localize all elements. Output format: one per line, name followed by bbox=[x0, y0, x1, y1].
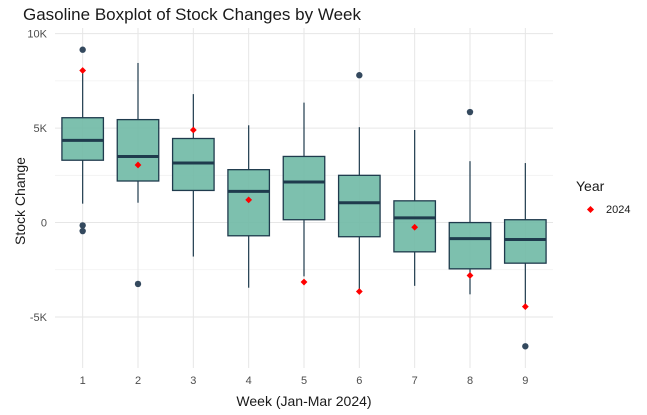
outlier-point bbox=[466, 108, 474, 116]
legend-label: 2024 bbox=[606, 204, 631, 216]
point-2024 bbox=[521, 303, 529, 311]
box-iqr bbox=[282, 155, 326, 221]
point-2024 bbox=[134, 161, 142, 169]
y-tick-label: 0 bbox=[41, 218, 47, 230]
x-axis-label: Week (Jan-Mar 2024) bbox=[236, 393, 372, 409]
box-iqr bbox=[337, 174, 381, 238]
point-2024 bbox=[411, 223, 419, 231]
point-2024 bbox=[189, 126, 197, 134]
y-tick-label: -5K bbox=[30, 312, 48, 324]
legend-title: Year bbox=[576, 178, 605, 194]
x-tick-label: 5 bbox=[301, 375, 307, 387]
legend-diamond-icon bbox=[586, 205, 596, 215]
chart-title: Gasoline Boxplot of Stock Changes by Wee… bbox=[23, 5, 361, 24]
outlier-point bbox=[134, 280, 142, 288]
outlier-point bbox=[79, 222, 86, 229]
box-iqr bbox=[116, 118, 160, 182]
outlier-point bbox=[79, 227, 86, 235]
legend-item-2024: 2024 bbox=[586, 204, 630, 216]
x-tick-label: 2 bbox=[135, 375, 141, 387]
point-2024 bbox=[245, 196, 253, 204]
point-2024 bbox=[300, 278, 308, 286]
y-tick-label: 10K bbox=[27, 29, 47, 41]
x-tick-label: 1 bbox=[80, 375, 86, 387]
point-2024 bbox=[466, 272, 474, 279]
x-tick-label: 7 bbox=[412, 375, 418, 387]
x-tick-label: 6 bbox=[356, 375, 362, 387]
box-iqr bbox=[503, 219, 547, 264]
outlier-point bbox=[522, 343, 529, 350]
point-2024 bbox=[355, 288, 363, 295]
y-tick-label: 5K bbox=[34, 123, 48, 135]
x-tick-label: 3 bbox=[190, 375, 196, 387]
point-2024 bbox=[79, 67, 87, 74]
x-tick-label: 8 bbox=[467, 375, 473, 387]
outlier-point bbox=[79, 46, 86, 53]
box-iqr bbox=[448, 221, 492, 270]
outlier-point bbox=[356, 72, 363, 79]
x-tick-label: 4 bbox=[246, 375, 252, 387]
x-tick-label: 9 bbox=[522, 375, 528, 387]
